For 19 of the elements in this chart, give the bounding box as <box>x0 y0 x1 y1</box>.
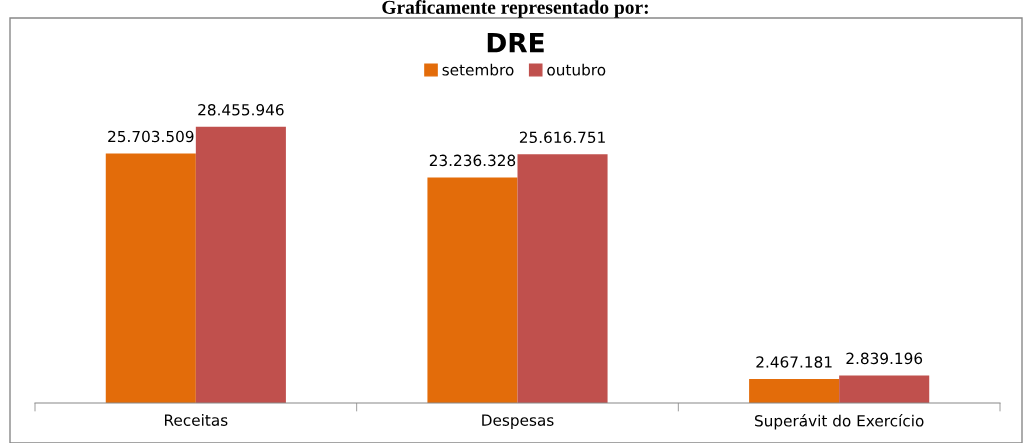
legend-label: setembro <box>442 63 514 76</box>
bar <box>195 126 286 403</box>
data-label: 28.455.946 <box>198 103 284 116</box>
data-label: 25.703.509 <box>108 130 194 143</box>
x-tick-label: Receitas <box>164 414 228 426</box>
data-label: 2.467.181 <box>756 356 832 368</box>
x-tick-label: Despesas <box>482 414 554 429</box>
chart-title: DRE <box>487 33 544 53</box>
data-label: 2.839.196 <box>846 352 923 365</box>
legend-label: outubro <box>547 63 606 76</box>
bar <box>517 154 608 403</box>
data-label: 23.236.328 <box>429 154 516 167</box>
bar <box>427 177 518 403</box>
data-label: 25.616.751 <box>519 131 605 144</box>
bar <box>749 379 840 403</box>
bar <box>105 153 196 403</box>
bar <box>839 375 930 403</box>
text: Graficamente representado por: <box>382 0 648 18</box>
x-tick-label: Superávit do Exercício <box>755 414 924 430</box>
